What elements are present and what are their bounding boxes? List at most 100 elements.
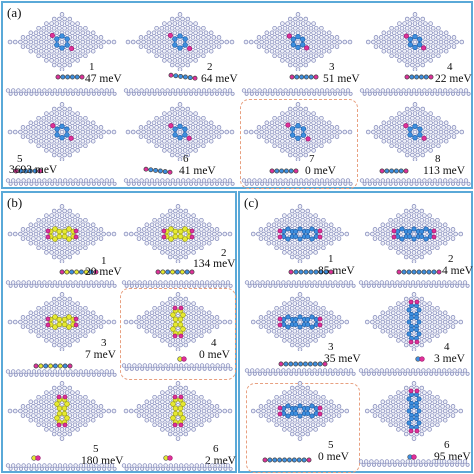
- substrate-atom: [160, 328, 165, 334]
- substrate-atom: [308, 25, 314, 31]
- substrate-atom: [170, 213, 176, 218]
- substrate-atom: [101, 231, 106, 237]
- substrate-atom: [458, 231, 464, 237]
- config-b2: 2 134 meV: [121, 203, 235, 288]
- substrate-atom: [276, 417, 282, 423]
- substrate-atom: [201, 328, 207, 334]
- substrate-atom: [370, 231, 375, 237]
- substrate-atom: [168, 363, 173, 368]
- substrate-atom: [199, 422, 204, 428]
- substrate-atom: [98, 227, 104, 232]
- substrate-atom: [67, 245, 73, 251]
- substrate-atom: [308, 390, 313, 395]
- substrate-atom: [424, 283, 428, 288]
- substrate-atom: [149, 408, 155, 414]
- relative-energy: 113 meV: [423, 165, 466, 177]
- substrate-atom: [155, 466, 160, 471]
- substrate-atom: [372, 404, 378, 409]
- molecule-atom: [55, 74, 61, 80]
- substrate-atom: [91, 283, 96, 288]
- molecule-atom: [308, 269, 314, 275]
- carbon-atom: [295, 135, 301, 141]
- substrate-atom: [198, 39, 204, 45]
- substrate-atom: [12, 39, 18, 45]
- substrate-atom: [437, 88, 443, 93]
- substrate-atom: [306, 111, 311, 116]
- substrate-atom: [207, 178, 212, 183]
- substrate-atom: [194, 91, 199, 96]
- substrate-atom: [173, 245, 178, 251]
- substrate-atom: [407, 148, 413, 153]
- carbon-atom: [416, 420, 422, 426]
- carbon-atom: [182, 36, 188, 42]
- substrate-atom: [271, 399, 277, 405]
- molecule-atom: [423, 74, 429, 80]
- molecule-atom: [426, 269, 432, 275]
- substrate-atom: [12, 408, 18, 414]
- substrate-atom: [401, 338, 406, 343]
- config-number: 4: [444, 341, 450, 353]
- substrate-atom: [123, 231, 129, 237]
- substrate-atom: [91, 466, 96, 471]
- substrate-atom: [281, 368, 286, 373]
- top-view: [7, 292, 117, 351]
- substrate-atom: [167, 111, 172, 116]
- substrate-atom: [271, 310, 277, 316]
- substrate-atom: [373, 35, 379, 40]
- carbon-atom: [419, 229, 425, 234]
- substrate-atom: [59, 222, 65, 228]
- substrate-atom: [430, 53, 436, 59]
- substrate-atom: [334, 231, 339, 237]
- substrate-atom: [230, 181, 235, 186]
- substrate-atom: [406, 88, 411, 93]
- substrate-atom: [154, 310, 160, 316]
- substrate-atom: [12, 129, 18, 135]
- substrate-atom: [387, 283, 392, 288]
- substrate-atom: [297, 231, 303, 237]
- substrate-atom: [287, 390, 292, 395]
- substrate-atom: [289, 394, 295, 400]
- substrate-atom: [419, 324, 425, 329]
- substrate-atom: [51, 115, 57, 121]
- substrate-atom: [189, 280, 194, 285]
- substrate-atom: [407, 48, 413, 54]
- substrate-atom: [164, 25, 170, 31]
- substrate-atom: [263, 404, 269, 409]
- substrate-atom: [223, 283, 228, 288]
- substrate-atom: [411, 231, 417, 237]
- molecule-atom: [323, 269, 329, 275]
- substrate-atom: [277, 25, 283, 31]
- substrate-atom: [70, 58, 75, 63]
- substrate-atom: [55, 466, 60, 471]
- oxygen-atom: [421, 135, 427, 141]
- substrate-atom: [149, 35, 154, 40]
- substrate-atom: [403, 315, 409, 320]
- substrate-atom: [36, 422, 41, 428]
- substrate-atom: [57, 16, 62, 22]
- substrate-atom: [270, 280, 276, 285]
- substrate-atom: [428, 58, 433, 63]
- substrate-atom: [51, 431, 57, 437]
- substrate-atom: [282, 115, 288, 121]
- substrate-atom: [432, 240, 438, 246]
- substrate-atom: [90, 129, 96, 135]
- substrate-atom: [50, 91, 55, 96]
- substrate-atom: [167, 39, 172, 45]
- substrate-atom: [398, 245, 404, 251]
- substrate-atom: [124, 283, 129, 288]
- oxygen-atom: [408, 299, 414, 305]
- substrate-atom: [277, 35, 283, 40]
- substrate-atom: [362, 181, 367, 186]
- substrate-atom: [31, 369, 37, 374]
- substrate-atom: [127, 363, 132, 368]
- substrate-atom: [420, 25, 426, 31]
- top-view: [365, 12, 465, 71]
- substrate-atom: [160, 250, 165, 255]
- substrate-atom: [272, 25, 277, 31]
- substrate-atom: [164, 115, 170, 121]
- substrate-atom: [72, 305, 78, 311]
- substrate-atom: [191, 88, 196, 93]
- substrate-atom: [149, 399, 155, 405]
- substrate-atom: [160, 310, 165, 316]
- molecule-atom: [303, 74, 309, 80]
